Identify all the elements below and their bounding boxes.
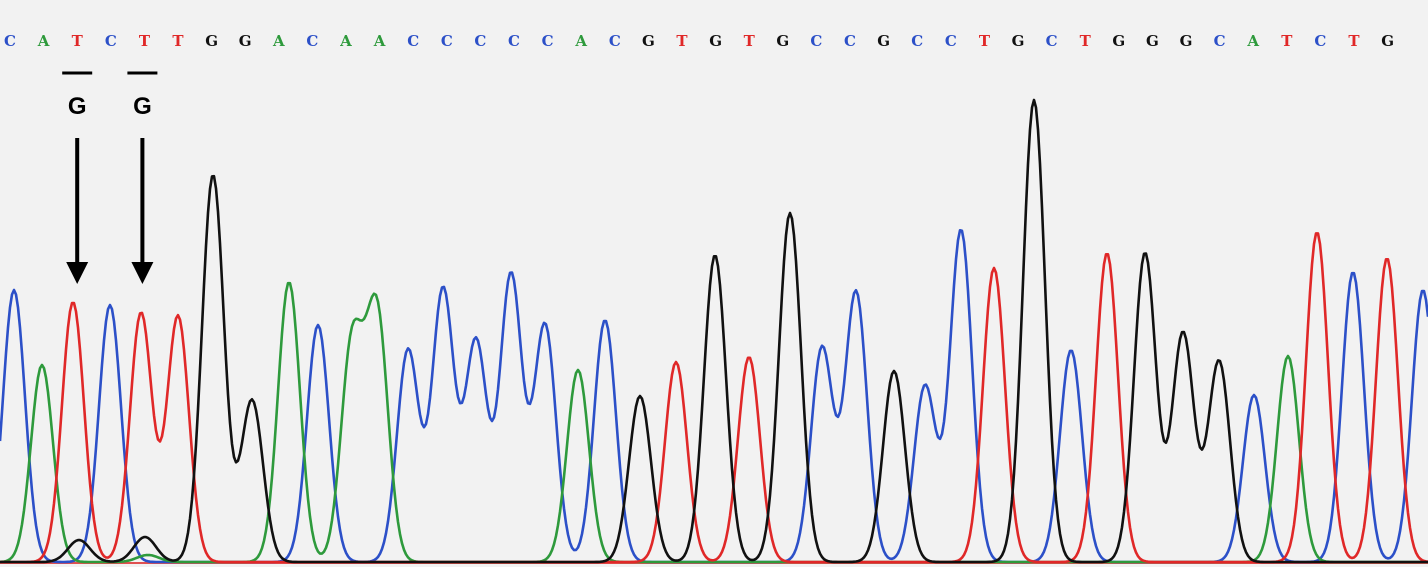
- basecall-letter: A: [574, 32, 587, 50]
- basecall-letter: G: [205, 32, 218, 50]
- basecall-letter: G: [877, 32, 890, 50]
- basecall-letter: C: [407, 32, 419, 50]
- arrow-head: [131, 262, 154, 284]
- basecall-letter: C: [441, 32, 453, 50]
- mutation-annotation: G: [62, 71, 93, 284]
- basecall-letter: C: [911, 32, 923, 50]
- basecall-letter: C: [105, 32, 117, 50]
- basecall-letter: G: [1012, 32, 1025, 50]
- basecall-letter: C: [945, 32, 957, 50]
- mutation-annotation: G: [127, 71, 158, 284]
- trace-group: [0, 98, 1428, 564]
- basecall-letter: C: [609, 32, 621, 50]
- basecall-letter: C: [1214, 32, 1226, 50]
- basecall-letter: G: [709, 32, 722, 50]
- basecall-letter: C: [4, 32, 16, 50]
- basecall-letter: G: [1180, 32, 1193, 50]
- basecall-letter: A: [1246, 32, 1259, 50]
- basecall-letter: T: [676, 32, 688, 50]
- trace-g: [0, 98, 1428, 564]
- basecall-letter: C: [474, 32, 486, 50]
- arrow-head: [66, 262, 89, 284]
- basecall-letter: G: [239, 32, 252, 50]
- basecall-letter: G: [642, 32, 655, 50]
- basecall-letter: C: [810, 32, 822, 50]
- trace-t: [0, 232, 1428, 564]
- basecall-letter: T: [744, 32, 756, 50]
- basecall-letter: T: [139, 32, 151, 50]
- basecall-letter: A: [37, 32, 50, 50]
- basecall-letter: T: [72, 32, 84, 50]
- basecall-letter: A: [373, 32, 386, 50]
- basecall-letter: T: [1080, 32, 1092, 50]
- basecall-letter: T: [172, 32, 184, 50]
- annotation-label: G: [68, 93, 87, 120]
- basecall-letter: C: [844, 32, 856, 50]
- basecall-letter: T: [979, 32, 991, 50]
- basecall-letter: C: [542, 32, 554, 50]
- basecall-letter: A: [339, 32, 352, 50]
- basecall-letter: A: [272, 32, 285, 50]
- basecall-letter: G: [1146, 32, 1159, 50]
- basecall-letter: G: [776, 32, 789, 50]
- basecall-letter: C: [1314, 32, 1326, 50]
- basecall-letter: C: [508, 32, 520, 50]
- basecall-letter: G: [1381, 32, 1394, 50]
- basecall-letter: T: [1348, 32, 1360, 50]
- annotation-label: G: [133, 93, 152, 120]
- basecall-letter: G: [1112, 32, 1125, 50]
- basecall-letter: C: [1046, 32, 1058, 50]
- basecall-letter: C: [306, 32, 318, 50]
- basecall-letter: T: [1281, 32, 1293, 50]
